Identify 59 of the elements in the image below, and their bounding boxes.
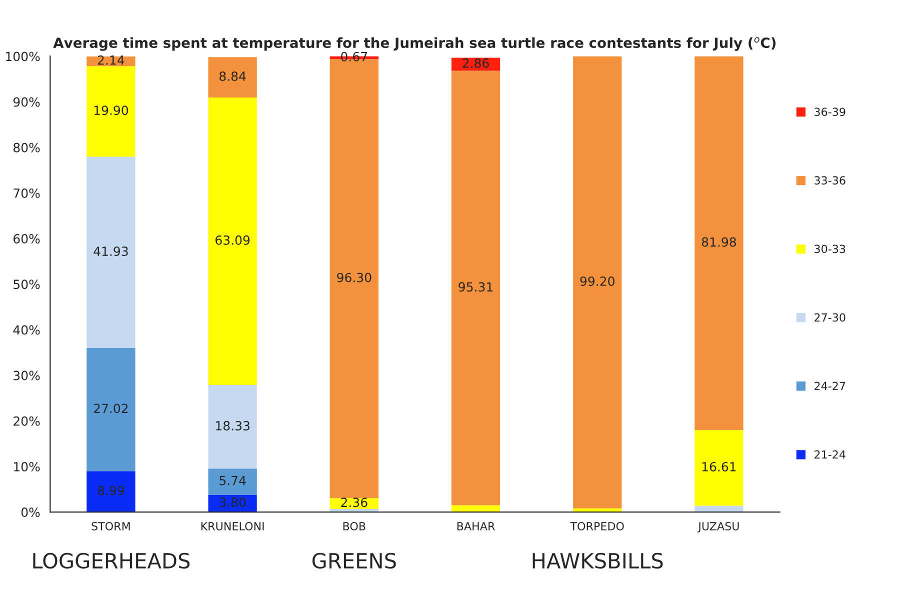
bar <box>86 66 136 157</box>
legend-label: 24-27 <box>814 382 846 390</box>
data-label: 41.93 <box>94 246 128 256</box>
chart-title: Average time spent at temperature for the Jumeirah sea turtle race contestants for July ($^{o}$C) <box>53 37 776 51</box>
y-tick-label: 70% <box>14 188 40 198</box>
data-label: 8.84 <box>219 71 246 81</box>
bar <box>694 506 744 512</box>
data-label: 3.80 <box>220 498 246 508</box>
legend-label: 36-39 <box>814 108 846 116</box>
x-tick-label: TORPEDO <box>570 522 624 530</box>
y-tick-label: 90% <box>13 97 40 107</box>
legend-label: 27-30 <box>814 313 846 322</box>
y-tick-label: 80% <box>14 142 40 152</box>
y-tick-label: 20% <box>14 416 40 426</box>
data-label: 81.98 <box>702 237 736 247</box>
text: HAWKSBILLS <box>532 552 663 569</box>
data-label: 8.99 <box>98 486 124 496</box>
data-label: 99.20 <box>580 276 614 286</box>
bar <box>208 385 257 469</box>
legend-label: 30-33 <box>814 244 846 254</box>
bar <box>694 430 744 506</box>
y-tick-label: 50% <box>14 280 40 290</box>
bar <box>451 58 500 71</box>
bar <box>208 468 257 495</box>
bar <box>208 97 257 386</box>
y-tick-label: 10% <box>14 462 40 472</box>
data-label: 18.33 <box>216 420 250 430</box>
bar <box>451 505 500 512</box>
x-tick-label: JUZASU <box>698 522 739 532</box>
bar <box>694 56 744 430</box>
data-label: 2.14 <box>98 55 124 65</box>
data-label: 95.31 <box>458 282 492 292</box>
bar <box>208 57 257 98</box>
y-tick-label: 30% <box>14 370 40 380</box>
bar <box>86 156 136 348</box>
data-label: 96.30 <box>337 272 372 282</box>
y-tick-label: 0% <box>21 508 40 518</box>
y-tick-label: 100% <box>6 52 40 62</box>
bar <box>86 471 136 512</box>
data-label: 63.09 <box>216 235 250 245</box>
text: LOGGERHEADS <box>33 552 190 569</box>
data-label: 19.90 <box>94 106 128 116</box>
bar <box>573 56 622 508</box>
legend-label: 21-24 <box>814 450 846 459</box>
data-label: 2.86 <box>462 58 489 68</box>
bar <box>86 348 136 472</box>
x-tick-label: BAHAR <box>457 522 495 530</box>
text: GREENS <box>312 552 396 569</box>
y-tick-label: 40% <box>13 325 40 335</box>
x-tick-label: KRUNELONI <box>201 522 264 530</box>
data-label: 27.02 <box>94 404 128 414</box>
x-tick-label: BOB <box>343 522 366 530</box>
legend-label: 33-36 <box>814 176 846 185</box>
data-label: 5.74 <box>220 476 246 486</box>
data-label: 2.36 <box>341 498 368 508</box>
bar <box>451 70 500 506</box>
y-tick-label: 60% <box>14 234 40 244</box>
x-tick-label: STORM <box>92 522 130 530</box>
data-label: 16.61 <box>702 462 736 472</box>
